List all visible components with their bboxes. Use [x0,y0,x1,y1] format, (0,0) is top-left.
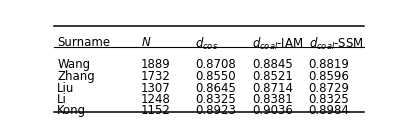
Text: 0.8645: 0.8645 [195,82,236,95]
Text: 1248: 1248 [141,93,171,106]
Text: $d_{cos}$: $d_{cos}$ [195,36,218,52]
Text: $N$: $N$ [141,36,152,49]
Text: 0.8596: 0.8596 [309,70,350,83]
Text: 1889: 1889 [141,58,171,71]
Text: $d_{coal}$-SSM: $d_{coal}$-SSM [309,36,364,52]
Text: 0.8381: 0.8381 [252,93,293,106]
Text: 0.8714: 0.8714 [252,82,293,95]
Text: 0.8923: 0.8923 [195,104,236,117]
Text: 0.8845: 0.8845 [252,58,293,71]
Text: 1307: 1307 [141,82,171,95]
Text: Wang: Wang [57,58,91,71]
Text: $d_{coal}$-IAM: $d_{coal}$-IAM [252,36,303,52]
Text: 1732: 1732 [141,70,171,83]
Text: 0.8550: 0.8550 [195,70,235,83]
Text: Li: Li [57,93,67,106]
Text: 0.8325: 0.8325 [309,93,350,106]
Text: Surname: Surname [57,36,111,49]
Text: Zhang: Zhang [57,70,95,83]
Text: 0.8325: 0.8325 [195,93,236,106]
Text: Kong: Kong [57,104,86,117]
Text: 0.8819: 0.8819 [309,58,350,71]
Text: Liu: Liu [57,82,75,95]
Text: 0.8984: 0.8984 [309,104,350,117]
Text: 0.9036: 0.9036 [252,104,293,117]
Text: 0.8729: 0.8729 [309,82,350,95]
Text: 1152: 1152 [141,104,171,117]
Text: 0.8521: 0.8521 [252,70,293,83]
Text: 0.8708: 0.8708 [195,58,236,71]
